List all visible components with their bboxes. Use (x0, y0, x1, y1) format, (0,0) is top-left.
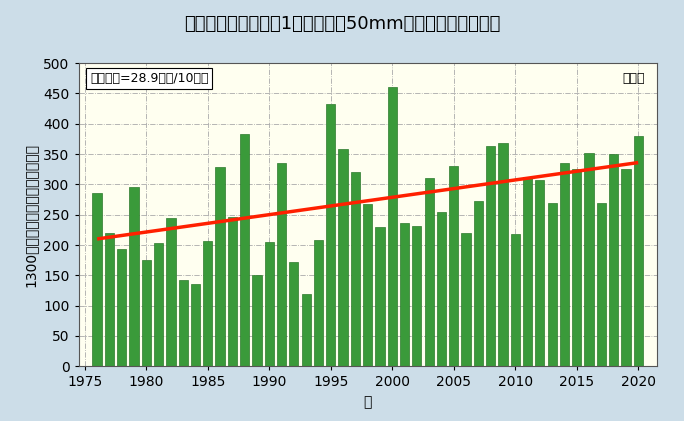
Bar (351, 172, 360, 366)
Bar (166, 218, 176, 366)
Bar (376, 227, 384, 366)
Bar (302, 293, 311, 366)
Bar (203, 241, 213, 366)
Bar (105, 233, 114, 366)
Bar (265, 242, 274, 366)
Bar (474, 201, 483, 366)
Bar (511, 234, 520, 366)
Bar (117, 249, 127, 366)
Bar (142, 260, 151, 366)
Bar (240, 134, 249, 366)
Bar (437, 212, 446, 366)
Bar (584, 153, 594, 366)
Bar (449, 166, 458, 366)
Bar (339, 149, 347, 366)
Bar (191, 285, 200, 366)
Bar (215, 168, 224, 366)
Bar (388, 88, 397, 366)
Bar (277, 163, 286, 366)
Bar (179, 280, 188, 366)
Text: 気象庁: 気象庁 (622, 72, 645, 85)
Bar (609, 154, 618, 366)
Text: トレンド=28.9（回/10年）: トレンド=28.9（回/10年） (90, 72, 209, 85)
Bar (547, 203, 557, 366)
Text: 全国　［アメダス］1時間降水量50mm以上の年間発生回数: 全国 ［アメダス］1時間降水量50mm以上の年間発生回数 (184, 15, 500, 33)
Bar (523, 176, 532, 366)
Bar (154, 243, 163, 366)
Bar (129, 187, 139, 366)
Bar (621, 169, 631, 366)
Bar (486, 146, 495, 366)
Bar (400, 223, 409, 366)
Bar (535, 180, 544, 366)
Y-axis label: 1300地点あたりの発生回数（回）: 1300地点あたりの発生回数（回） (24, 143, 38, 287)
Bar (92, 193, 102, 366)
Bar (326, 104, 335, 366)
Bar (596, 203, 606, 366)
Bar (499, 143, 508, 366)
Bar (289, 262, 298, 366)
Bar (462, 233, 471, 366)
Bar (252, 275, 261, 366)
Bar (412, 226, 421, 366)
Bar (425, 178, 434, 366)
X-axis label: 年: 年 (363, 395, 372, 409)
Bar (560, 163, 569, 366)
Bar (228, 217, 237, 366)
Bar (363, 204, 372, 366)
Bar (633, 136, 643, 366)
Bar (314, 240, 323, 366)
Bar (572, 169, 581, 366)
